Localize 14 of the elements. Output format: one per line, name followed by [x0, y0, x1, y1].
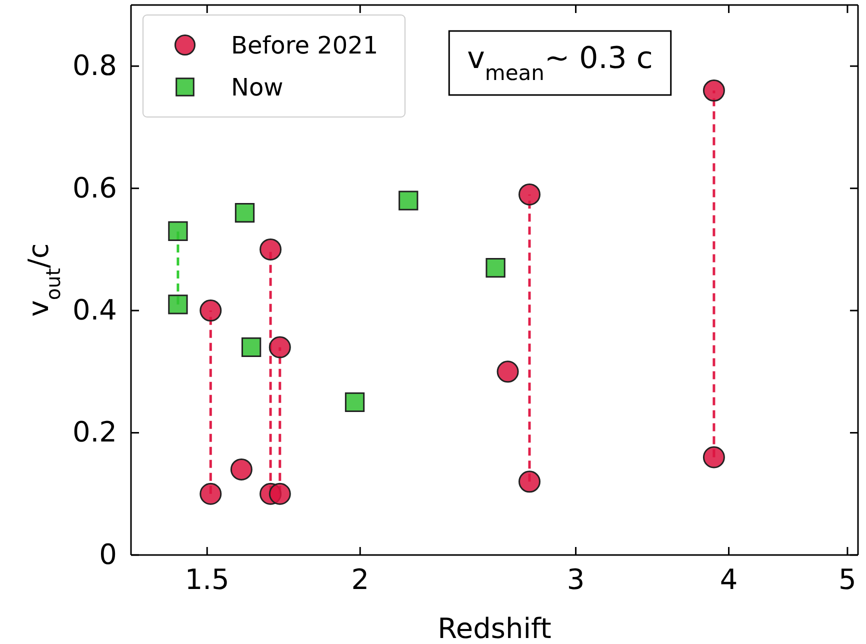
y-tick-label: 0.4	[72, 294, 117, 327]
y-tick-label: 0.6	[72, 171, 117, 204]
annotation: v$_{mean}$~ 0.3 c	[467, 41, 653, 85]
y-tick-label: 0	[99, 538, 117, 571]
legend-label: Now	[231, 73, 284, 102]
legend-label: Before 2021	[231, 31, 378, 60]
x-tick-label: 2	[351, 562, 370, 596]
x-tick-label: 1.5	[184, 562, 230, 596]
x-tick-label: 3	[566, 562, 585, 596]
x-tick-label: 4	[720, 562, 738, 596]
x-axis-title: Redshift	[438, 612, 552, 644]
y-tick-label: 0.2	[72, 416, 117, 449]
x-tick-label: 5	[838, 562, 856, 596]
y-tick-label: 0.8	[72, 49, 117, 82]
